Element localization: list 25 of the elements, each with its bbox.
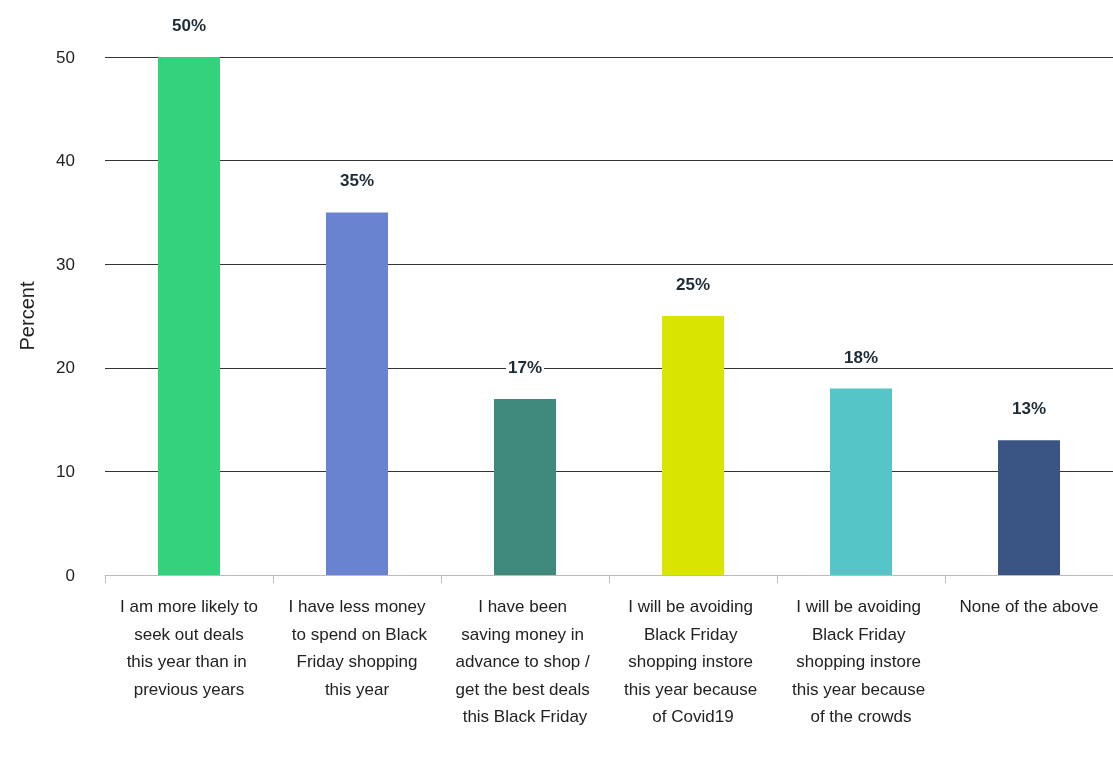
x-tick-label: I will be avoiding Black Friday shopping instore this year because of Covid19 <box>624 597 762 727</box>
y-tick-label: 10 <box>56 461 75 481</box>
y-tick-label: 0 <box>65 565 75 585</box>
x-tick-label: I am more likely to seek out deals this year than in previous years <box>120 597 258 699</box>
bar <box>326 212 388 575</box>
data-label: 18% <box>843 347 879 367</box>
bar <box>494 398 556 575</box>
data-label: 13% <box>1011 399 1047 419</box>
data-label: 25% <box>675 275 711 294</box>
bar <box>662 316 724 575</box>
bar <box>998 440 1060 575</box>
x-tick-label: None of the above <box>959 597 1099 617</box>
y-tick-label: 20 <box>56 358 75 378</box>
y-tick-label: 50 <box>56 47 75 67</box>
data-label: 50% <box>171 16 207 35</box>
y-axis-title: Percent <box>16 281 38 351</box>
x-tick-label: I have less money to spend on Black Friday shopping this year <box>287 597 428 699</box>
x-tick-label: I have been saving money in advance to shop / get the best deals this Black Friday <box>455 597 595 727</box>
y-tick-label: 40 <box>56 151 75 171</box>
y-tick-label: 30 <box>56 254 75 274</box>
x-tick-label: I will be avoiding Black Friday shopping instore this year because of the crowds <box>792 597 930 727</box>
bar <box>830 388 892 575</box>
data-label: 17% <box>507 357 543 377</box>
data-label: 35% <box>339 171 375 191</box>
bar <box>158 57 220 575</box>
